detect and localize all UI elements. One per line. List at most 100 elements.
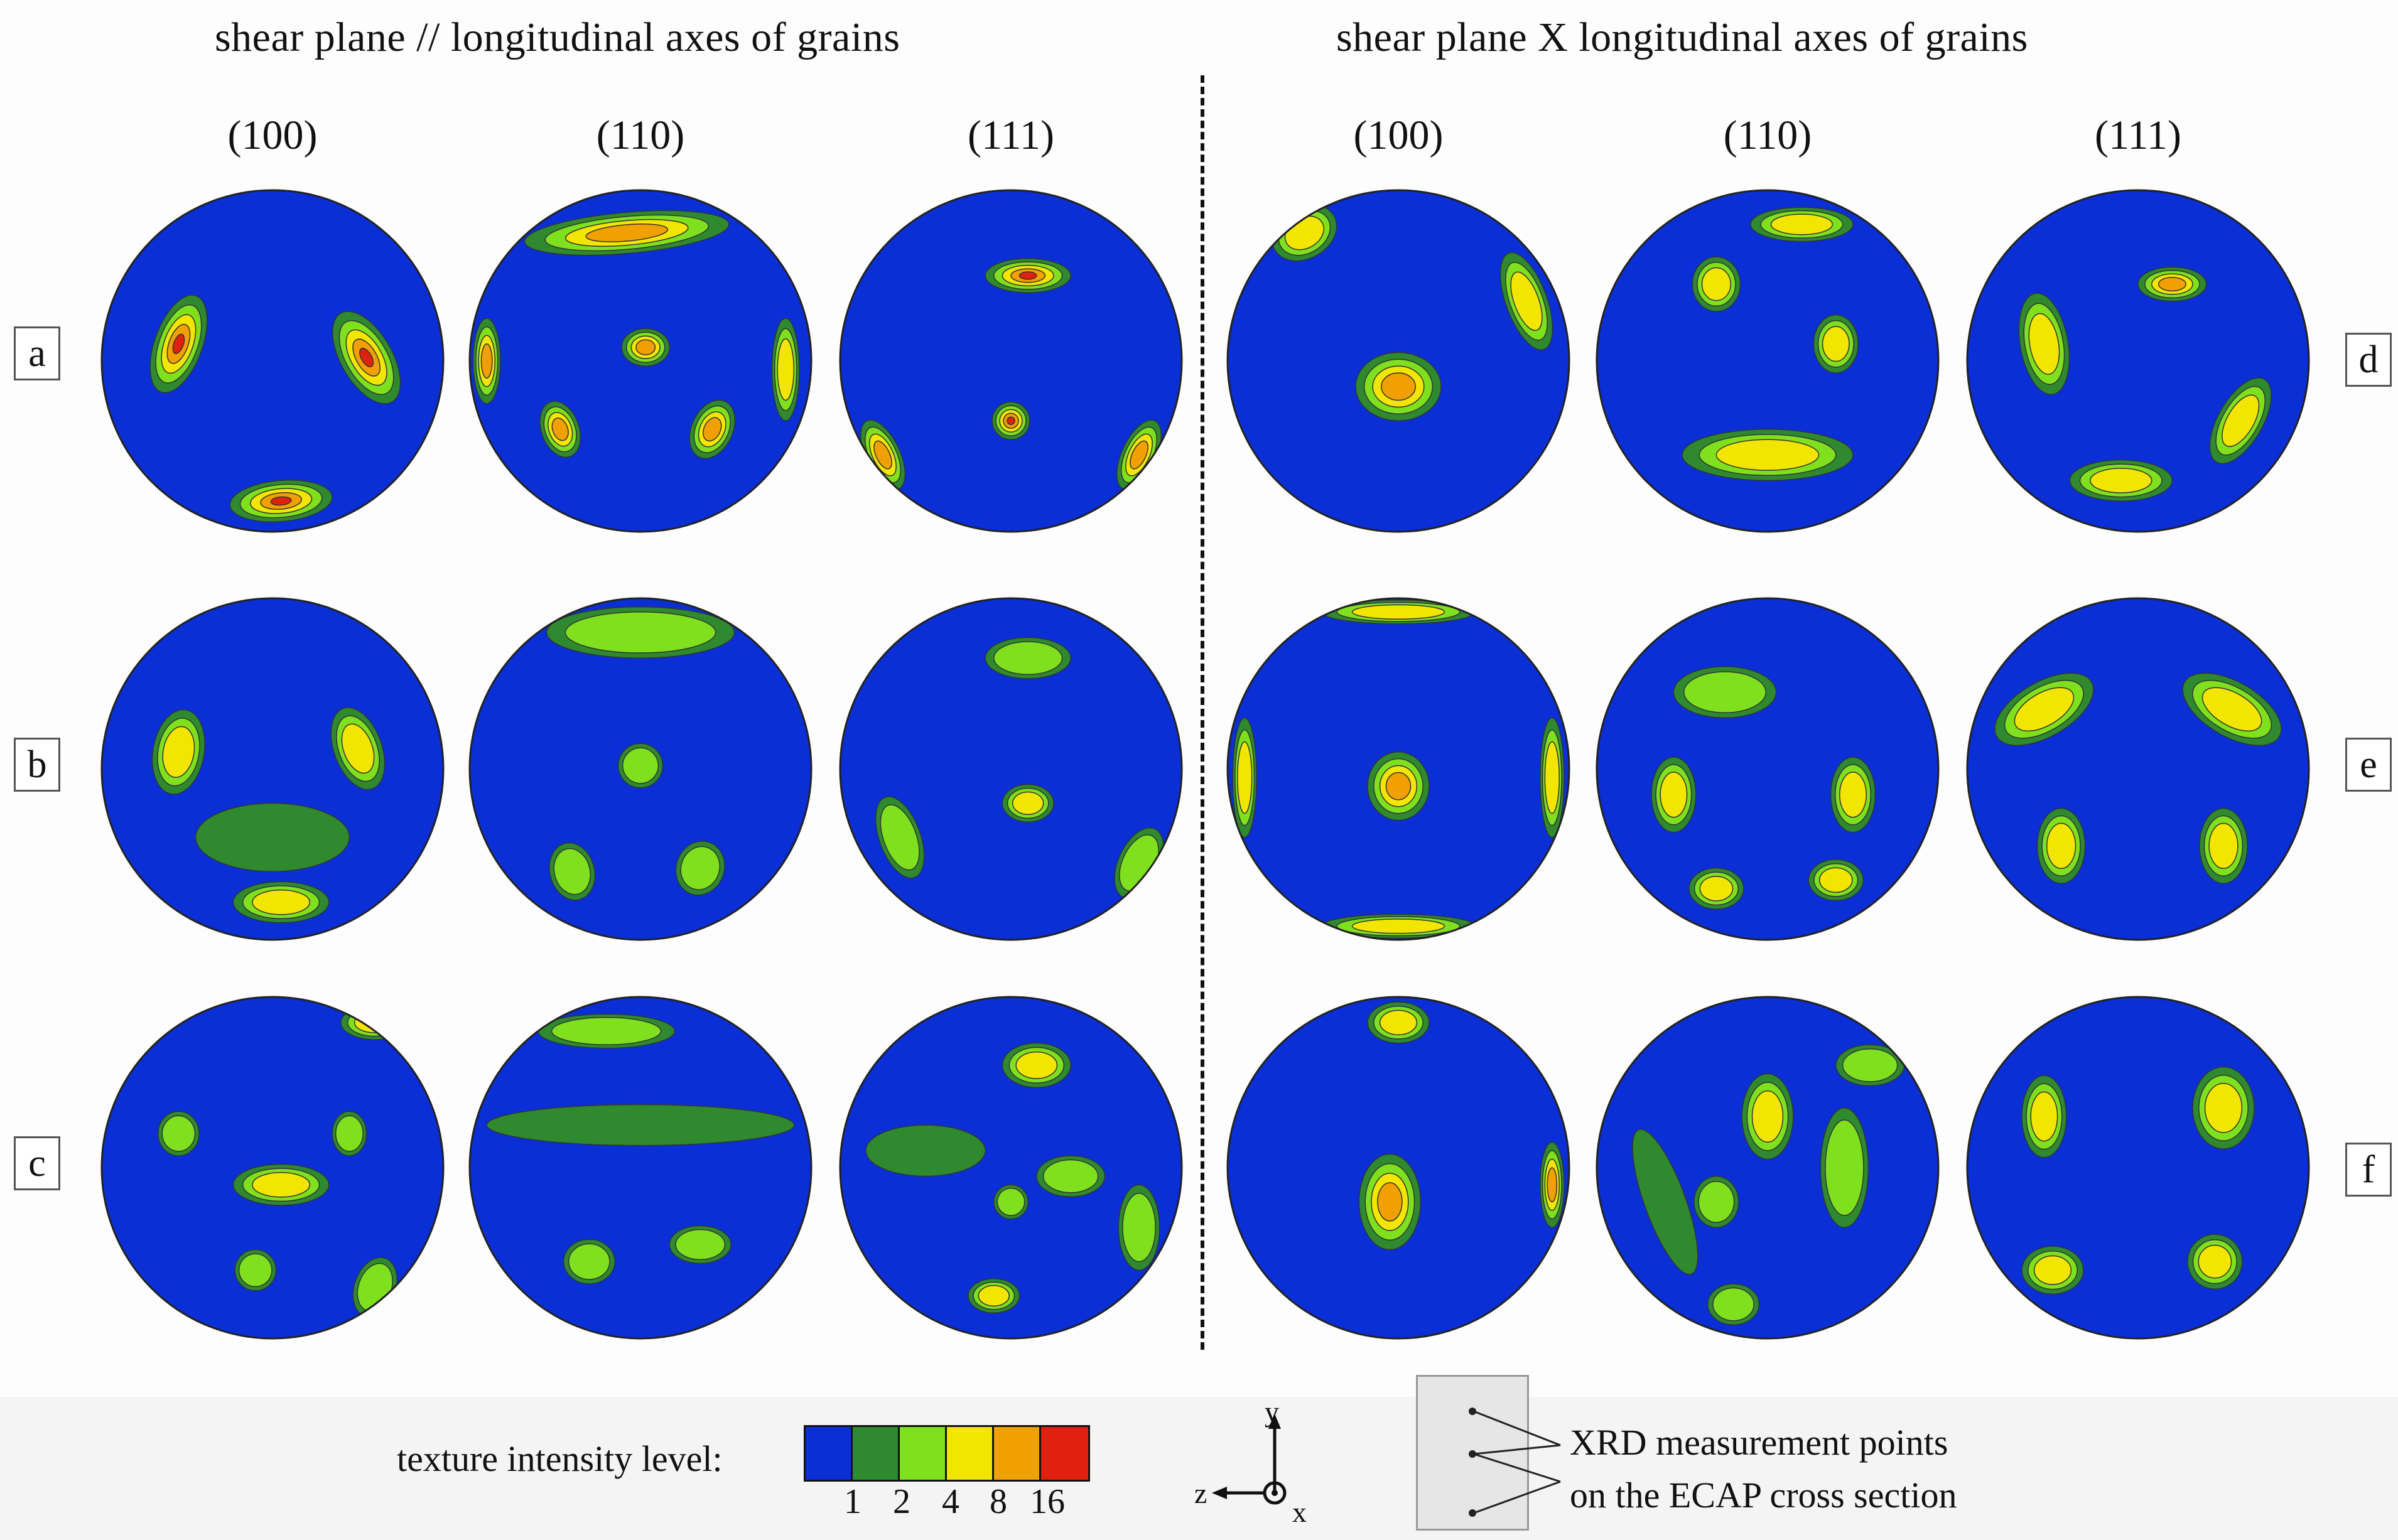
scale-tick-16: 16 (1030, 1482, 1065, 1521)
texture-contour-level-3 (1379, 1010, 1418, 1036)
plane-label-left-111: (111) (967, 112, 1055, 158)
pole-figure-outline (1226, 597, 1570, 941)
texture-contour-level-3 (2208, 822, 2239, 870)
texture-contour-level-3 (1701, 267, 1731, 301)
texture-contour-level-3 (1699, 876, 1734, 902)
pole-figure-background (840, 997, 1182, 1338)
texture-contour-level-4 (2158, 276, 2186, 292)
texture-contour-level-2 (680, 846, 720, 890)
scale-cell-4 (947, 1427, 994, 1480)
texture-contour-level-2 (161, 1115, 196, 1152)
pole-figure-outline (100, 189, 445, 533)
texture-contour-level-2 (551, 1016, 662, 1045)
texture-contour-level-3 (341, 723, 375, 774)
xrd-annotation-line2: on the ECAP cross section (1570, 1475, 1957, 1516)
scale-cell-1 (806, 1427, 853, 1480)
plane-label-right-111: (111) (2094, 112, 2182, 158)
texture-contour-level-4 (480, 343, 493, 379)
texture-contour-level-4 (635, 339, 656, 355)
texture-contour-level-2 (1698, 1181, 1735, 1223)
texture-contour-level-2 (622, 747, 659, 784)
pole-figure-outline (1596, 996, 1940, 1340)
pole-figure-c-111 (839, 996, 1183, 1340)
pole-figure-f-110 (1596, 996, 1940, 1340)
pole-figure-b-100 (100, 597, 445, 941)
pole-figure-outline (839, 996, 1183, 1340)
pole-figure-outline (1226, 996, 1570, 1340)
texture-contour-level-4 (551, 417, 569, 441)
texture-contour-level-3 (2033, 1255, 2072, 1285)
texture-contour-level-2 (568, 1243, 610, 1280)
texture-contour-level-3 (2204, 1082, 2243, 1133)
pole-figure-background (840, 190, 1182, 532)
texture-contour-level-3 (252, 1171, 311, 1198)
scale-tick-1: 1 (844, 1482, 861, 1521)
texture-contour-level-3 (1012, 791, 1044, 816)
texture-contour-level-5 (359, 348, 374, 368)
scale-tick-8: 8 (990, 1482, 1007, 1521)
texture-contour-level-4 (1130, 440, 1148, 470)
scale-tick-4: 4 (942, 1482, 959, 1521)
pole-figure-b-111 (839, 597, 1183, 941)
pole-figure-outline (1596, 597, 1940, 941)
legend-bar-background (0, 1397, 2398, 1540)
pole-figure-d-110 (1596, 189, 1940, 533)
pole-figure-background (840, 598, 1182, 940)
texture-contour-level-3 (1015, 1051, 1058, 1079)
intensity-color-scale (804, 1425, 1090, 1482)
texture-contour-level-3 (978, 1284, 1010, 1307)
pole-figure-outline (1966, 597, 2310, 941)
texture-contour-level-3 (1770, 213, 1834, 235)
plane-label-right-110: (110) (1723, 112, 1812, 158)
texture-contour-level-3 (2090, 468, 2152, 493)
texture-contour-level-3 (1751, 1090, 1784, 1143)
pole-figure-c-100 (100, 996, 445, 1340)
pole-figure-outline (100, 996, 445, 1340)
texture-contour-level-3 (2014, 687, 2075, 732)
texture-contour-level-4 (585, 223, 669, 242)
texture-contour-level-3 (1660, 772, 1688, 818)
texture-contour-level-2 (1712, 1287, 1754, 1322)
texture-contour-level-3 (354, 1011, 396, 1033)
scale-cell-2 (853, 1427, 900, 1480)
right-section-title: shear plane X longitudinal axes of grain… (1336, 14, 2028, 60)
pole-figure-f-100 (1226, 996, 1570, 1340)
row-label-a: a (14, 326, 60, 380)
texture-contour-level-2 (1825, 1119, 1864, 1216)
pole-figure-outline (1596, 189, 1940, 533)
pole-figure-outline (468, 189, 813, 533)
pole-figure-f-111 (1966, 996, 2310, 1340)
texture-contour-level-5 (270, 496, 292, 506)
pole-figure-a-110 (468, 189, 813, 533)
texture-contour-level-2 (993, 641, 1063, 676)
texture-contour-level-4 (1377, 1182, 1403, 1222)
texture-contour-level-2 (238, 1253, 273, 1288)
texture-contour-level-3 (1818, 867, 1853, 893)
pole-figure-background (1597, 598, 1938, 940)
texture-contour-level-4 (1547, 1167, 1558, 1203)
pole-figure-background (102, 190, 443, 532)
pole-figure-background (1967, 997, 2309, 1338)
xrd-pointer-lines-icon (1469, 1408, 1561, 1517)
texture-contour-level-4 (1381, 372, 1416, 401)
texture-contour-level-3 (162, 726, 195, 778)
texture-contour-level-2 (880, 804, 920, 871)
xrd-annotation-line1: XRD measurement points (1570, 1422, 1948, 1463)
pole-figure-background (1597, 190, 1938, 532)
row-label-d: d (2345, 333, 2392, 387)
pole-figure-b-110 (468, 597, 813, 941)
scale-cell-3 (900, 1427, 947, 1480)
left-section-title: shear plane // longitudinal axes of grai… (215, 14, 900, 60)
ecap-cross-section-icon (1416, 1375, 1529, 1531)
pole-figure-a-111 (839, 189, 1183, 533)
texture-contour-level-5 (1018, 271, 1037, 280)
pole-figure-background (1967, 598, 2309, 940)
pole-figure-e-111 (1966, 597, 2310, 941)
pole-figure-a-100 (100, 189, 445, 533)
texture-contour-level-3 (1510, 271, 1543, 331)
coordinate-axes-icon (1212, 1414, 1287, 1505)
row-label-f: f (2345, 1143, 2392, 1197)
texture-contour-level-3 (252, 889, 311, 915)
texture-contour-level-1 (486, 1104, 795, 1146)
pole-figure-outline (839, 189, 1183, 533)
